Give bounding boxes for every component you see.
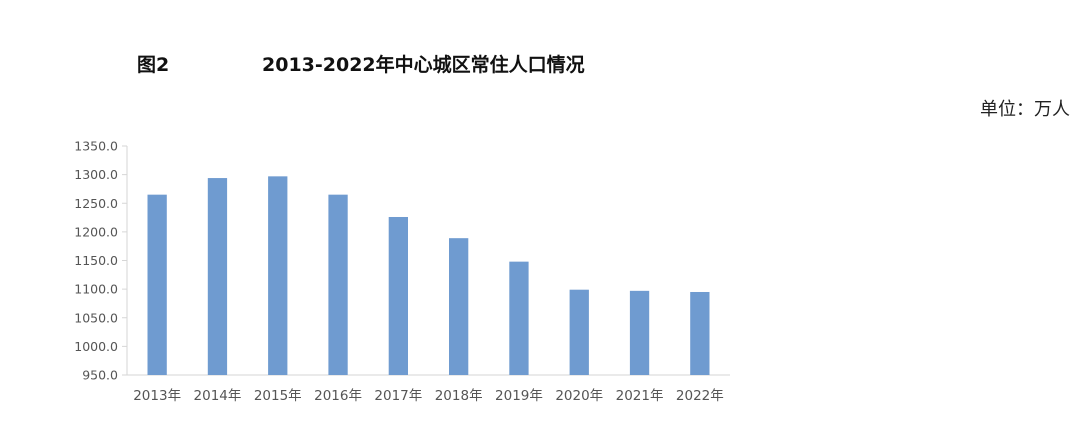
x-tick-label: 2019年: [495, 388, 543, 404]
x-tick-label: 2018年: [435, 388, 483, 404]
x-tick-label: 2014年: [194, 388, 242, 404]
y-tick-label: 1150.0: [74, 253, 118, 268]
chart-title: 2013-2022年中心城区常住人口情况: [262, 54, 585, 76]
figure-label: 图2: [137, 54, 170, 76]
x-tick-label: 2020年: [555, 388, 603, 404]
bar: [449, 238, 469, 375]
unit-label: 单位：万人: [980, 99, 1070, 120]
x-tick-label: 2016年: [314, 388, 362, 404]
y-tick-label: 1300.0: [74, 167, 118, 182]
bar: [569, 289, 589, 375]
x-tick-label: 2015年: [254, 388, 302, 404]
bar: [328, 194, 348, 375]
x-tick-label: 2013年: [133, 388, 181, 404]
y-tick-label: 1200.0: [74, 224, 118, 239]
y-tick-label: 1000.0: [74, 339, 118, 354]
y-tick-label: 950.0: [82, 368, 118, 383]
x-tick-label: 2017年: [374, 388, 422, 404]
bar: [147, 194, 167, 375]
bar: [690, 291, 710, 375]
bar: [629, 290, 650, 375]
y-tick-label: 1050.0: [74, 310, 118, 325]
y-tick-label: 1350.0: [74, 139, 118, 154]
y-tick-label: 1100.0: [74, 282, 118, 297]
bar: [388, 216, 408, 375]
x-tick-label: 2021年: [616, 388, 664, 404]
bar: [509, 261, 529, 375]
y-tick-label: 1250.0: [74, 196, 118, 211]
bar: [207, 178, 228, 375]
x-tick-label: 2022年: [676, 388, 724, 404]
bar: [268, 176, 288, 375]
